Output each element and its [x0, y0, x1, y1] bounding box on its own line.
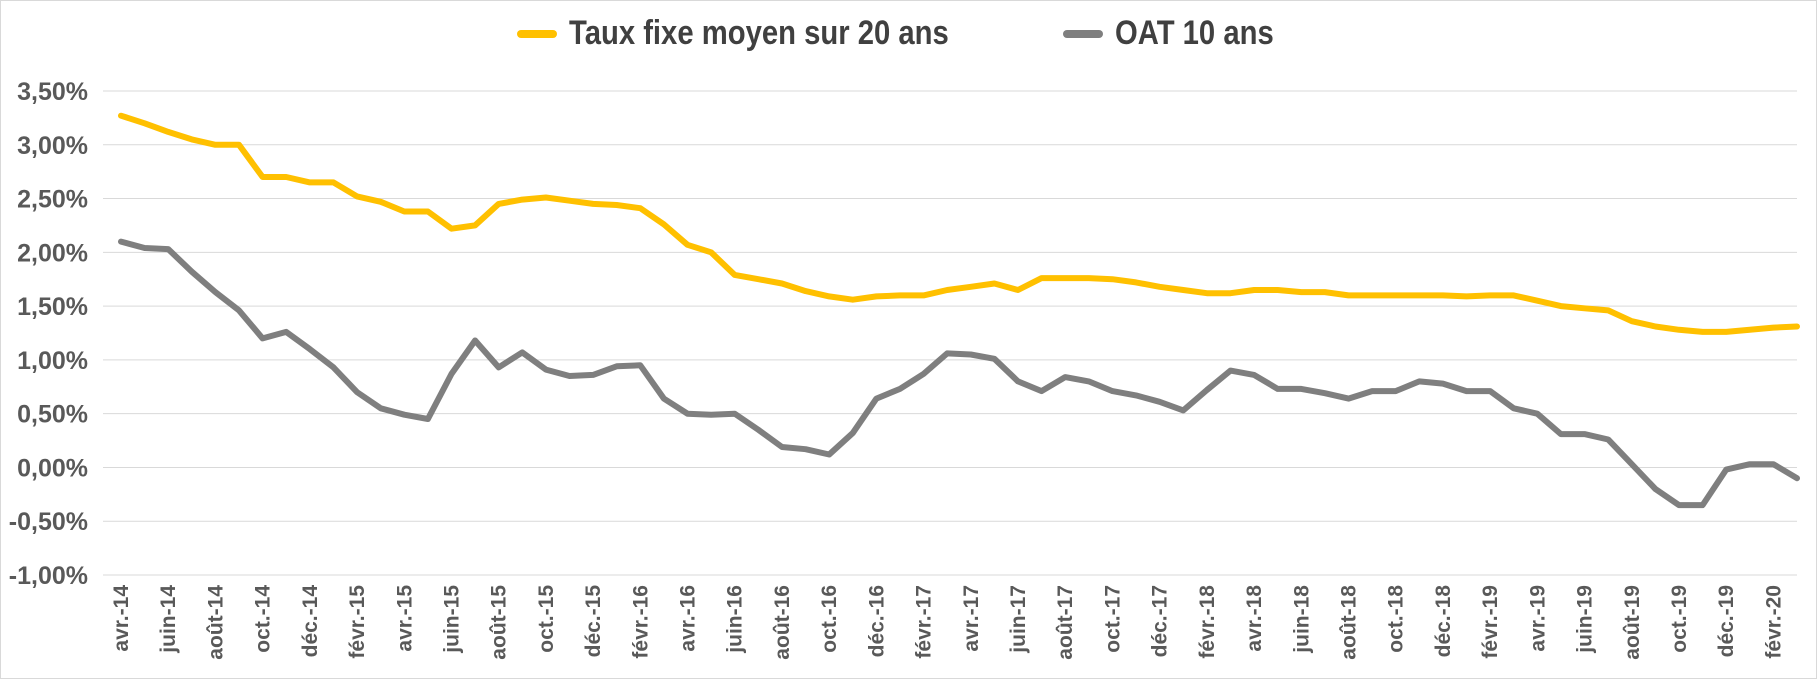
x-tick-label: déc.-15: [582, 585, 605, 658]
x-tick-label: avr.-15: [393, 585, 416, 652]
x-tick-label: avr.-17: [960, 585, 983, 652]
x-tick-label: août-18: [1337, 585, 1360, 660]
x-tick-label: déc.-17: [1149, 585, 1172, 657]
x-tick-label: oct.-18: [1385, 585, 1408, 653]
y-tick-label: 3,00%: [17, 132, 88, 160]
x-tick-label: oct.-14: [252, 585, 275, 653]
gridlines: [103, 90, 1797, 576]
x-tick-label: août-16: [771, 585, 794, 660]
legend: Taux fixe moyen sur 20 ans OAT 10 ans: [0, 14, 1817, 53]
x-tick-label: août-19: [1621, 585, 1644, 660]
legend-item-oat: OAT 10 ans: [1063, 14, 1300, 53]
y-tick-label: 2,50%: [17, 186, 88, 214]
series-line-oat: [118, 238, 1800, 509]
x-tick-label: juin-15: [440, 585, 463, 654]
y-tick-label: -1,00%: [9, 562, 88, 590]
x-tick-label: août-14: [204, 585, 227, 660]
series-lines: [118, 112, 1800, 509]
x-axis-ticks: avr.-14 juin-14 août-14 oct.-14 déc.-14 févr.…: [110, 585, 1785, 660]
y-tick-label: 1,50%: [17, 293, 88, 321]
x-tick-label: avr.-16: [677, 585, 700, 652]
legend-swatch-fixed-rate: [517, 29, 558, 38]
x-tick-label: févr.-18: [1196, 585, 1219, 659]
x-tick-label: août-17: [1054, 585, 1077, 660]
x-tick-label: déc.-19: [1715, 585, 1738, 657]
x-tick-label: juin-14: [157, 585, 180, 654]
y-tick-label: 2,00%: [17, 239, 88, 267]
legend-item-fixed-rate: Taux fixe moyen sur 20 ans: [517, 14, 1011, 53]
x-tick-label: févr.-15: [346, 585, 369, 659]
x-tick-label: févr.-20: [1762, 585, 1785, 659]
x-tick-label: déc.-18: [1432, 585, 1455, 658]
y-tick-label: 0,00%: [17, 454, 88, 482]
x-tick-label: févr.-16: [629, 585, 652, 659]
y-tick-label: 1,00%: [17, 347, 88, 375]
legend-swatch-oat: [1063, 29, 1103, 38]
x-tick-label: août-15: [488, 585, 511, 660]
x-tick-label: juin-16: [724, 585, 747, 654]
x-tick-label: oct.-17: [1101, 585, 1124, 653]
x-tick-label: févr.-17: [913, 585, 936, 659]
x-tick-label: déc.-14: [299, 585, 322, 658]
x-tick-label: avr.-14: [110, 585, 133, 652]
x-tick-label: oct.-19: [1668, 585, 1691, 653]
x-tick-label: juin-19: [1574, 585, 1597, 654]
legend-label-oat: OAT 10 ans: [1115, 14, 1274, 52]
x-tick-label: oct.-15: [535, 585, 558, 653]
series-line-fixed-rate: [118, 112, 1800, 335]
x-tick-label: oct.-16: [818, 585, 841, 653]
x-tick-label: avr.-18: [1243, 585, 1266, 652]
x-tick-label: déc.-16: [865, 585, 888, 657]
y-axis-ticks: 3,50% 3,00% 2,50% 2,00% 1,50% 1,00% 0,50% 0,00%…: [9, 78, 88, 590]
y-tick-label: -0,50%: [9, 508, 88, 536]
y-tick-label: 0,50%: [17, 401, 88, 429]
x-tick-label: avr.-19: [1526, 585, 1549, 652]
x-tick-label: juin-17: [1007, 585, 1030, 654]
legend-label-fixed-rate: Taux fixe moyen sur 20 ans: [569, 14, 950, 52]
x-tick-label: juin-18: [1290, 585, 1313, 654]
y-tick-label: 3,50%: [17, 78, 88, 106]
x-tick-label: févr.-19: [1479, 585, 1502, 659]
